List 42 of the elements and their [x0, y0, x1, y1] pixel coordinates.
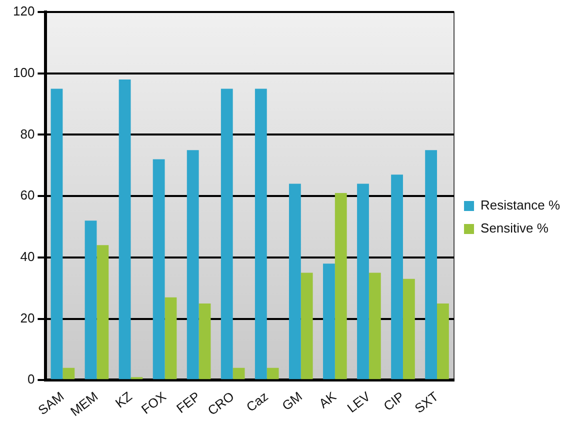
- bar: [220, 88, 233, 380]
- y-tick-label: 100: [12, 64, 35, 80]
- legend-label: Resistance %: [480, 198, 560, 213]
- x-tick-label: AK: [316, 388, 340, 412]
- bar: [164, 297, 177, 380]
- bar: [152, 159, 165, 380]
- y-tick-label: 120: [12, 4, 35, 19]
- bar: [254, 88, 267, 380]
- bar: [50, 88, 63, 380]
- y-tick-label: 0: [27, 372, 35, 387]
- bar: [437, 303, 449, 380]
- legend-label: Sensitive %: [480, 220, 549, 236]
- bar: [198, 303, 211, 380]
- x-tick-label: KZ: [112, 388, 135, 411]
- bar: [368, 272, 381, 380]
- x-tick-label: FEP: [174, 388, 203, 416]
- x-tick-label: SXT: [412, 388, 442, 416]
- bar: [402, 278, 415, 380]
- x-tick-label: LEV: [344, 388, 374, 416]
- bar: [266, 368, 279, 380]
- bar: [323, 264, 335, 380]
- bar: [118, 80, 131, 380]
- x-tick-label: SAM: [35, 388, 67, 418]
- y-tick-label: 60: [20, 188, 35, 203]
- bar: [334, 193, 347, 380]
- bar: [357, 184, 369, 380]
- bar: [96, 245, 109, 380]
- bar: [425, 150, 438, 380]
- x-tick-label: GM: [279, 388, 305, 414]
- x-tick-label: CIP: [380, 388, 407, 414]
- y-tick-label: 20: [20, 310, 35, 326]
- bar: [288, 184, 301, 380]
- x-tick-label: Caz: [243, 388, 271, 415]
- bar: [62, 368, 75, 380]
- bar: [186, 150, 199, 380]
- bar: [391, 174, 403, 380]
- y-tick-label: 40: [20, 249, 35, 264]
- bar: [84, 220, 97, 380]
- bar: [300, 272, 313, 380]
- x-tick-label: CRO: [204, 388, 237, 418]
- bar: [232, 368, 245, 380]
- y-tick-label: 80: [20, 126, 35, 142]
